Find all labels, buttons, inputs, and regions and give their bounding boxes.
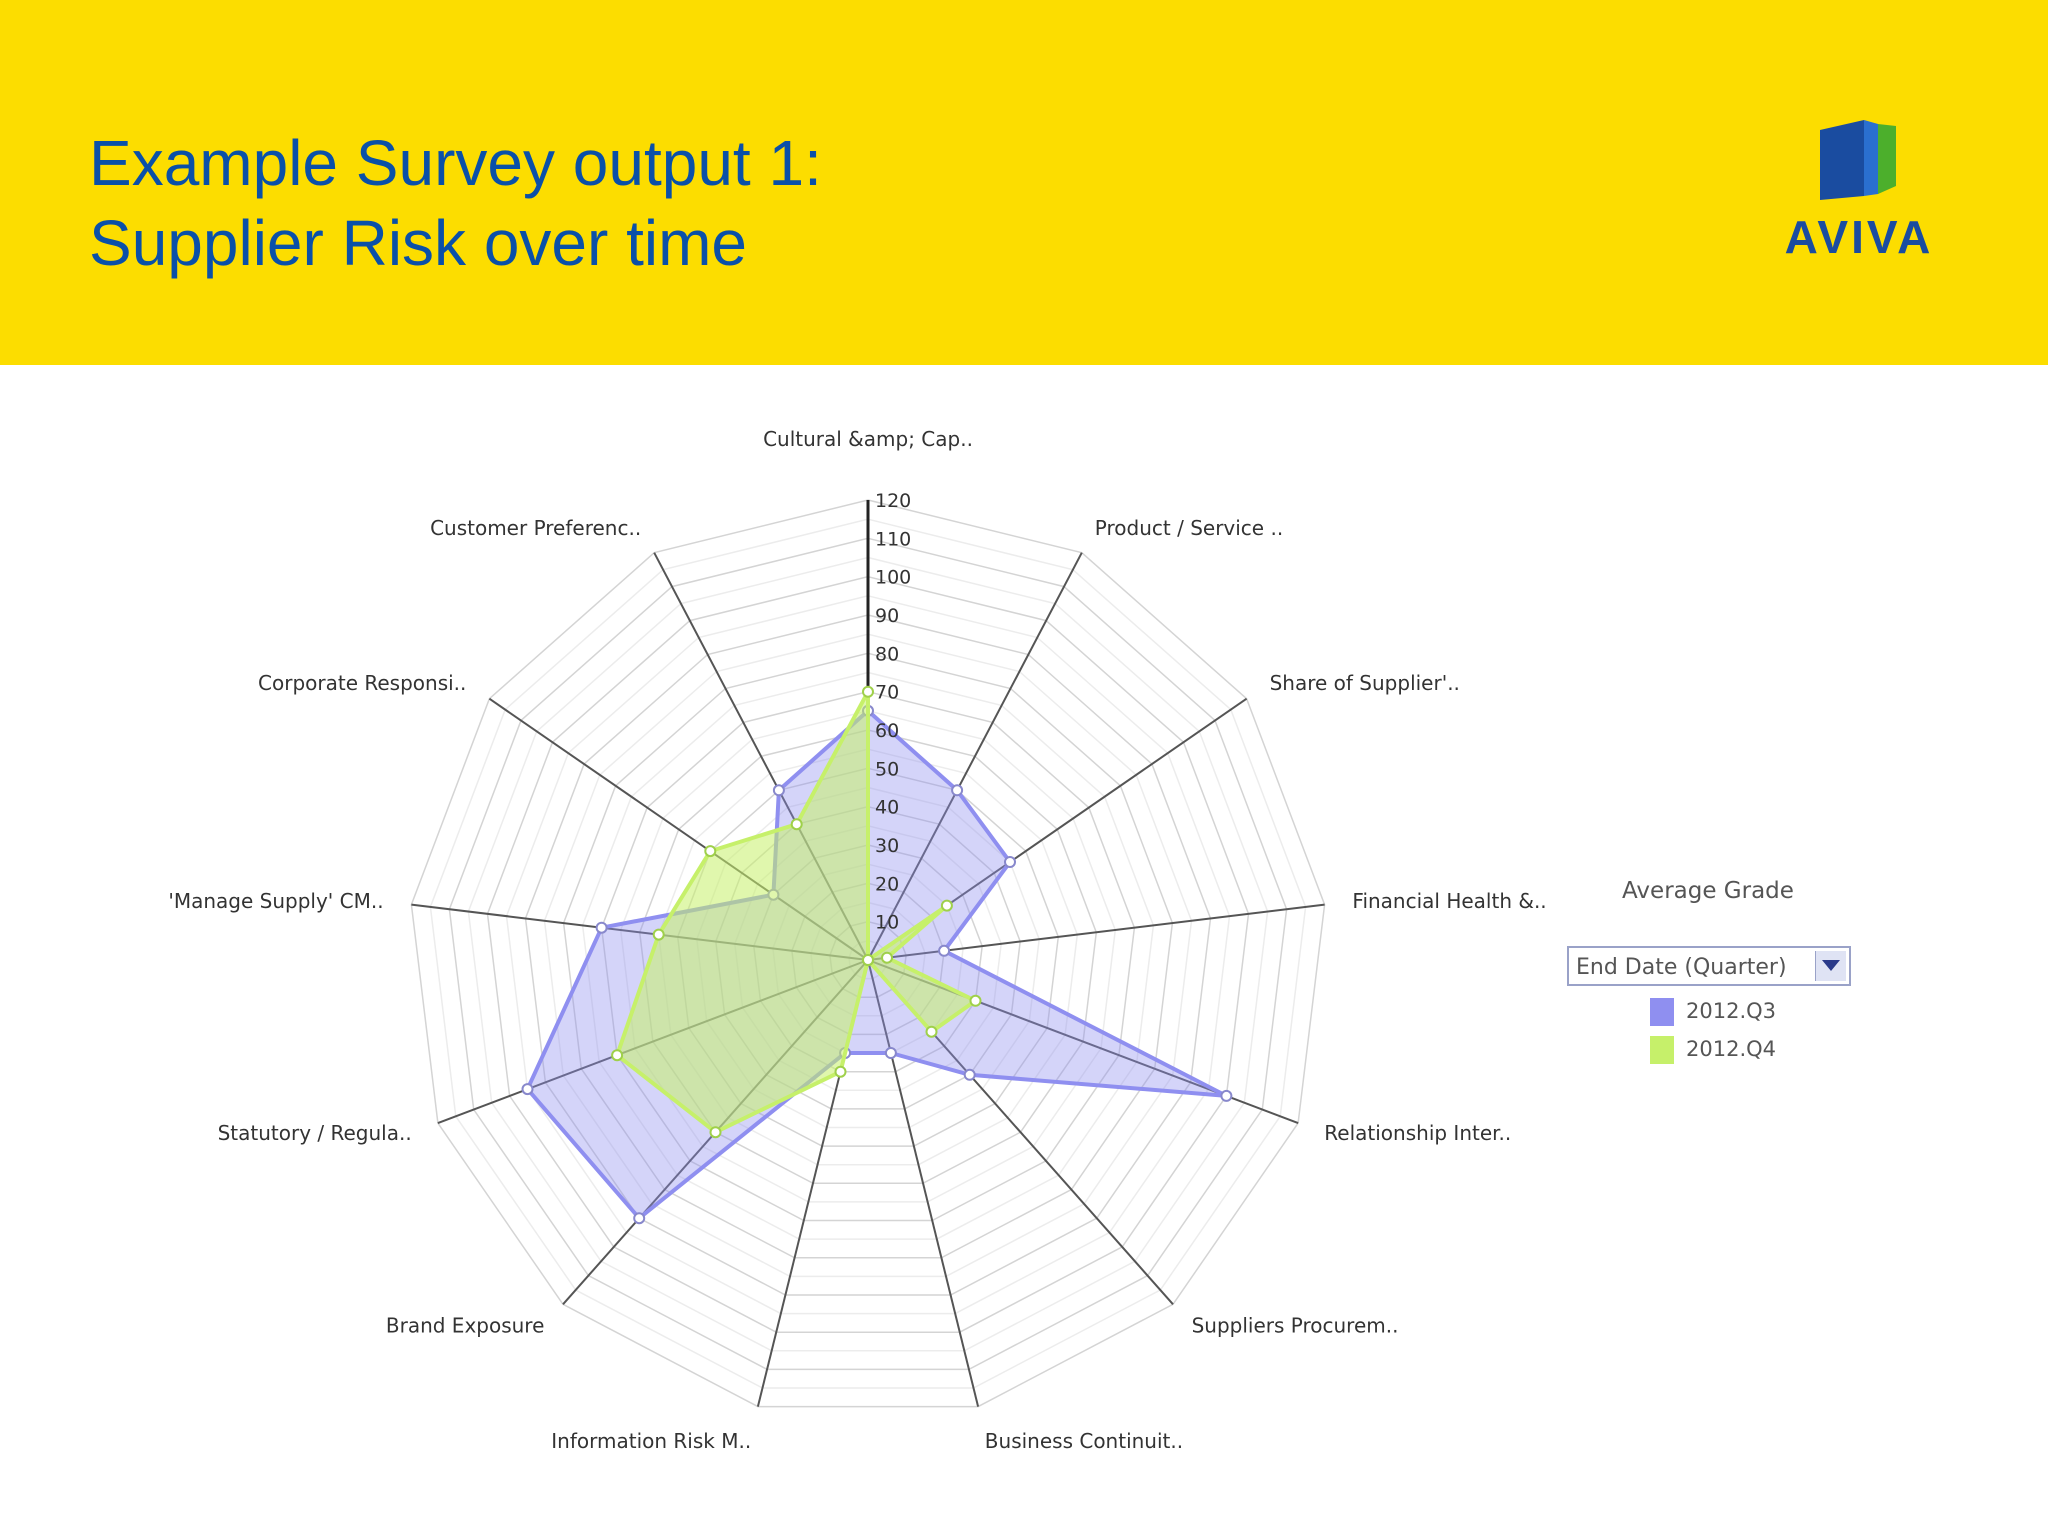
- category-label-relationship-inter: Relationship Inter..: [1324, 1121, 1511, 1145]
- data-point-2012-q4-suppliers-procurem: [925, 1025, 938, 1038]
- radial-tick-70: 70: [875, 682, 899, 704]
- data-point-2012-q3-relationship-inter: [1220, 1089, 1233, 1102]
- grid-ring-100: [486, 575, 1250, 1333]
- end-date-quarter-dropdown[interactable]: End Date (Quarter): [1567, 946, 1851, 986]
- data-point-2012-q3-suppliers-procurem: [963, 1068, 976, 1081]
- data-point-2012-q3-financial-health: [938, 944, 951, 957]
- radial-tick-90: 90: [875, 605, 899, 627]
- grid-ring-65: [619, 710, 1117, 1203]
- grid-ring-120: [410, 499, 1326, 1408]
- legend-label-q3: 2012.Q3: [1686, 999, 1777, 1023]
- data-point-2012-q4-relationship-inter: [969, 994, 982, 1007]
- data-point-2012-q4-brand-exposure: [709, 1126, 722, 1139]
- grid-ring-55: [657, 748, 1079, 1166]
- radial-tick-20: 20: [875, 873, 899, 895]
- grid-ring-70: [600, 690, 1136, 1222]
- logo-text: AVIVA: [1784, 211, 1934, 263]
- category-label-suppliers-procurem: Suppliers Procurem..: [1192, 1313, 1399, 1337]
- radial-tick-120: 120: [875, 490, 911, 512]
- grid-ring-60: [638, 729, 1098, 1185]
- category-label-cultural-amp-cap: Cultural &amp; Cap..: [763, 427, 973, 451]
- header-banner: Example Survey output 1: Supplier Risk o…: [0, 0, 2048, 365]
- data-point-2012-q4-financial-health: [881, 951, 893, 964]
- data-point-2012-q3-brand-exposure: [633, 1212, 646, 1225]
- category-label-information-risk-m: Information Risk M..: [551, 1429, 751, 1453]
- category-label-business-continuit: Business Continuit..: [985, 1429, 1183, 1453]
- radial-tick-110: 110: [875, 528, 911, 550]
- legend-swatch-q3: [1650, 998, 1674, 1026]
- category-label-corporate-responsi: Corporate Responsi..: [258, 671, 466, 695]
- grid-ring-80: [562, 652, 1174, 1259]
- legend-title: Average Grade: [1622, 878, 1794, 904]
- data-point-2012-q3-share-of-supplier: [1004, 856, 1016, 868]
- legend-swatch-q4: [1650, 1036, 1674, 1064]
- radar-series: [521, 685, 1233, 1225]
- series-2012-q4: [611, 685, 982, 1139]
- grid-ring-95: [505, 595, 1231, 1315]
- grid-ring-105: [467, 556, 1269, 1352]
- data-point-2012-q4-business-continuit: [862, 954, 874, 966]
- series-area-2012-q4: [615, 689, 978, 1135]
- radial-ticks: 10 20 30 40 50 60 70 80 90 100 110 120: [875, 490, 911, 934]
- radial-tick-40: 40: [875, 797, 899, 819]
- radial-tick-60: 60: [875, 720, 899, 742]
- data-point-2012-q4-corporate-responsi: [704, 845, 717, 858]
- aviva-logo: AVIVA: [1764, 118, 1954, 263]
- grid-ring-90: [524, 614, 1212, 1296]
- dropdown-label: End Date (Quarter): [1576, 955, 1787, 980]
- legend-label-q4: 2012.Q4: [1686, 1037, 1777, 1061]
- radial-tick-50: 50: [875, 758, 899, 780]
- data-point-2012-q3-customer-preferenc: [772, 784, 785, 797]
- spoke-product-service: [867, 552, 1083, 961]
- page-title-line1: Example Survey output 1:: [89, 127, 822, 199]
- radial-tick-80: 80: [875, 643, 899, 665]
- category-label-statutory-regula: Statutory / Regula..: [218, 1121, 412, 1145]
- radial-tick-100: 100: [875, 567, 911, 589]
- data-point-2012-q4-information-risk-m: [834, 1065, 847, 1078]
- legend: Average Grade End Date (Quarter) 2012.Q3…: [1564, 872, 1864, 1072]
- data-point-2012-q4-customer-preferenc: [790, 818, 803, 831]
- chevron-down-icon[interactable]: [1815, 951, 1846, 981]
- data-point-2012-q3-manage-supply-cm: [595, 921, 608, 934]
- radial-tick-10: 10: [875, 912, 899, 934]
- grid-ring-75: [581, 671, 1155, 1240]
- data-point-2012-q4-cultural-amp-cap: [862, 685, 874, 698]
- radial-tick-30: 30: [875, 835, 899, 857]
- aviva-logo-icon: [1820, 120, 1896, 200]
- category-label-manage-supply-cm: 'Manage Supply' CM..: [168, 889, 383, 913]
- category-label-financial-health: Financial Health &..: [1352, 889, 1546, 913]
- grid-ring-110: [448, 537, 1288, 1371]
- category-label-share-of-supplier: Share of Supplier'..: [1270, 671, 1460, 695]
- category-label-brand-exposure: Brand Exposure: [386, 1313, 545, 1337]
- data-point-2012-q4-manage-supply-cm: [652, 928, 665, 941]
- grid-ring-115: [429, 518, 1307, 1389]
- data-point-2012-q4-share-of-supplier: [940, 899, 953, 912]
- grid-ring-85: [543, 633, 1193, 1278]
- spoke-business-continuit: [867, 959, 980, 1407]
- data-point-2012-q3-statutory-regula: [521, 1083, 534, 1096]
- data-point-2012-q4-statutory-regula: [611, 1049, 624, 1062]
- data-point-2012-q3-business-continuit: [884, 1047, 897, 1059]
- category-labels: Cultural &amp; Cap.. Product / Service ..…: [168, 427, 1546, 1453]
- radar-grid: [410, 499, 1326, 1408]
- category-label-product-service: Product / Service ..: [1095, 516, 1283, 540]
- category-label-customer-preferenc: Customer Preferenc..: [430, 516, 641, 540]
- data-point-2012-q3-product-service: [951, 784, 964, 797]
- page-title-line2: Supplier Risk over time: [89, 207, 747, 279]
- radar-chart: 10 20 30 40 50 60 70 80 90 100 110 120 Cultural &am…: [168, 427, 1546, 1453]
